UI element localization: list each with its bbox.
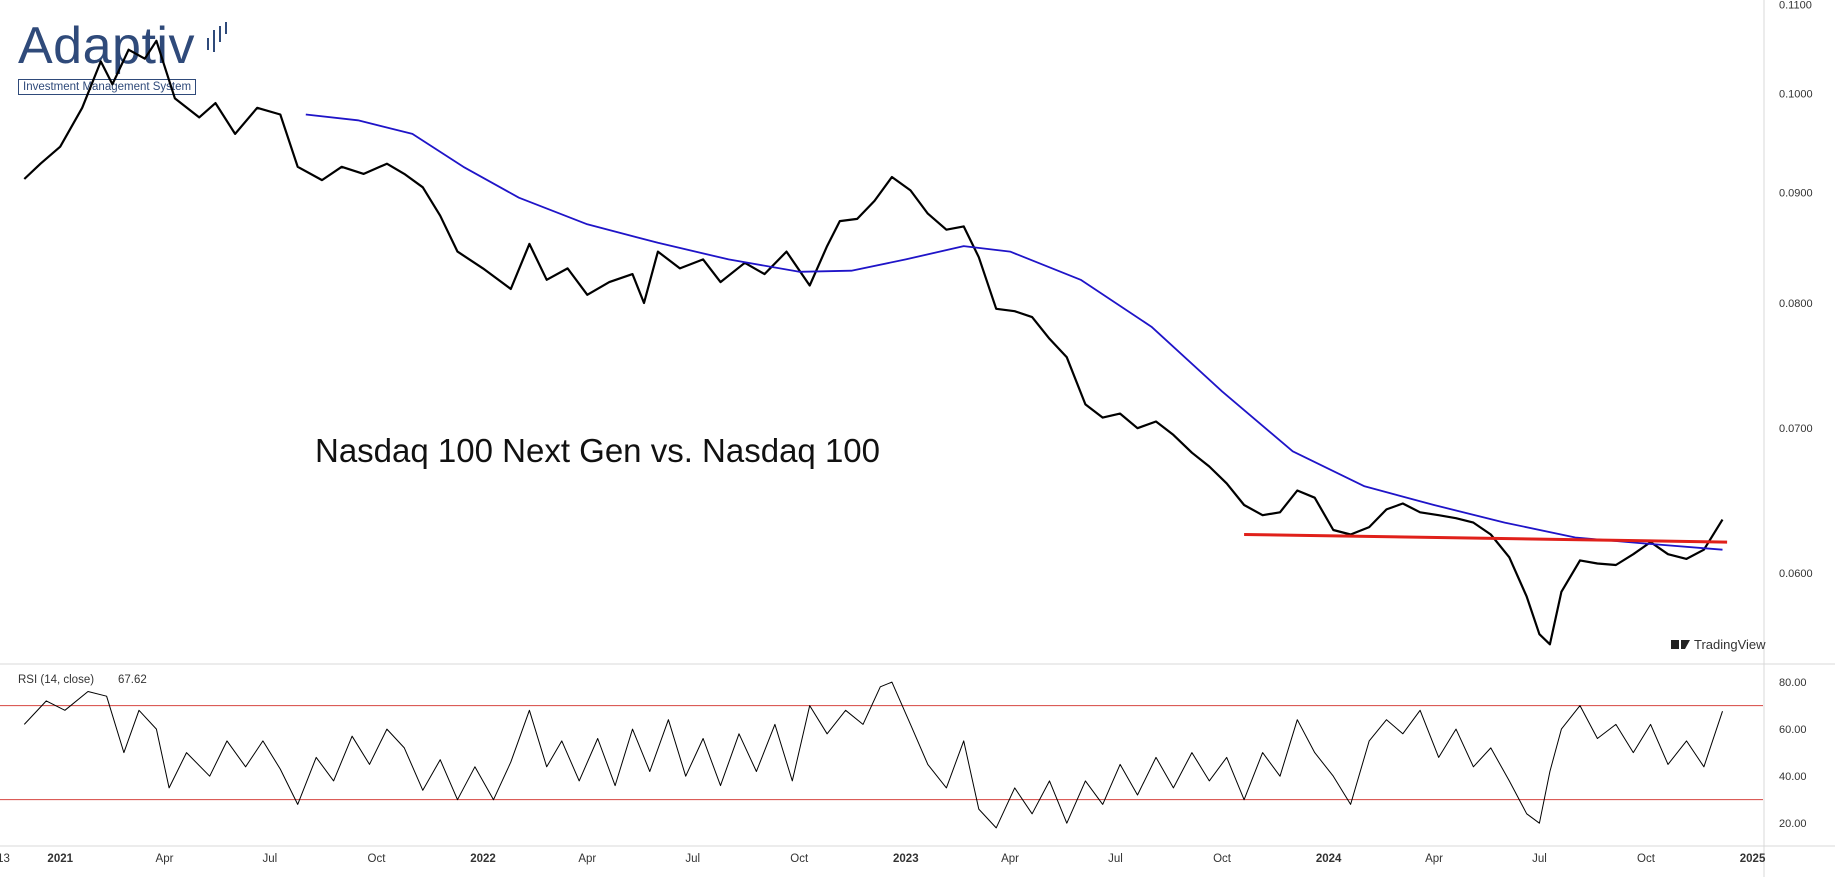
y-tick-label: 0.1100: [1779, 0, 1812, 11]
support-line: [1244, 533, 1728, 544]
tradingview-watermark: TradingView: [1671, 637, 1766, 652]
y-tick-label: 0.0600: [1779, 568, 1813, 580]
x-tick-label: 2022: [470, 853, 496, 865]
x-tick-label: Apr: [578, 853, 596, 865]
x-tick-label: 2024: [1316, 853, 1342, 865]
tradingview-logo-icon: [1671, 640, 1679, 649]
x-tick-label: 2021: [47, 853, 73, 865]
x-tick-label: Apr: [156, 853, 174, 865]
x-tick-label: 13: [0, 853, 10, 865]
brand-bars-icon: [207, 22, 227, 52]
y-tick-label: 0.0900: [1779, 187, 1813, 199]
rsi-y-tick-label: 80.00: [1779, 677, 1807, 689]
rsi-pane: 80.00 60.00 40.00 20.00: [0, 677, 1807, 830]
brand-tagline: Investment Management System: [18, 79, 197, 95]
moving-average-line: [305, 113, 1723, 551]
x-tick-label: Jul: [685, 853, 700, 865]
x-tick-label: Apr: [1425, 853, 1443, 865]
x-tick-label: Oct: [790, 853, 809, 865]
x-tick-label: Jul: [1532, 853, 1547, 865]
x-tick-label: Jul: [263, 853, 278, 865]
x-tick-label: 2023: [893, 853, 919, 865]
rsi-last-value: 67.62: [118, 674, 147, 686]
y-tick-label: 0.0800: [1779, 298, 1813, 310]
x-tick-label: Apr: [1001, 853, 1019, 865]
rsi-y-tick-label: 40.00: [1779, 771, 1807, 783]
x-tick-label: Jul: [1108, 853, 1123, 865]
y-tick-label: 0.1000: [1779, 89, 1813, 101]
brand-logo: Adaptiv Investment Management System: [18, 18, 228, 106]
x-tick-label: 2025: [1740, 853, 1766, 865]
rsi-y-tick-label: 20.00: [1779, 818, 1807, 830]
rsi-line: [23, 681, 1723, 829]
chart-title: Nasdaq 100 Next Gen vs. Nasdaq 100: [315, 432, 880, 469]
tradingview-logo-icon-flag: [1681, 640, 1690, 649]
rsi-title: RSI (14, close): [18, 674, 94, 686]
y-tick-label: 0.0700: [1779, 423, 1813, 435]
time-axis: 13 2021 Apr Jul Oct 2022 Apr Jul Oct 2023 Apr Jul Oc…: [0, 845, 1835, 865]
x-tick-label: Oct: [368, 853, 387, 865]
x-tick-label: Oct: [1213, 853, 1232, 865]
ratio-line: [23, 39, 1724, 646]
x-tick-label: Oct: [1637, 853, 1656, 865]
tradingview-label: TradingView: [1694, 637, 1766, 652]
rsi-y-tick-label: 60.00: [1779, 724, 1807, 736]
